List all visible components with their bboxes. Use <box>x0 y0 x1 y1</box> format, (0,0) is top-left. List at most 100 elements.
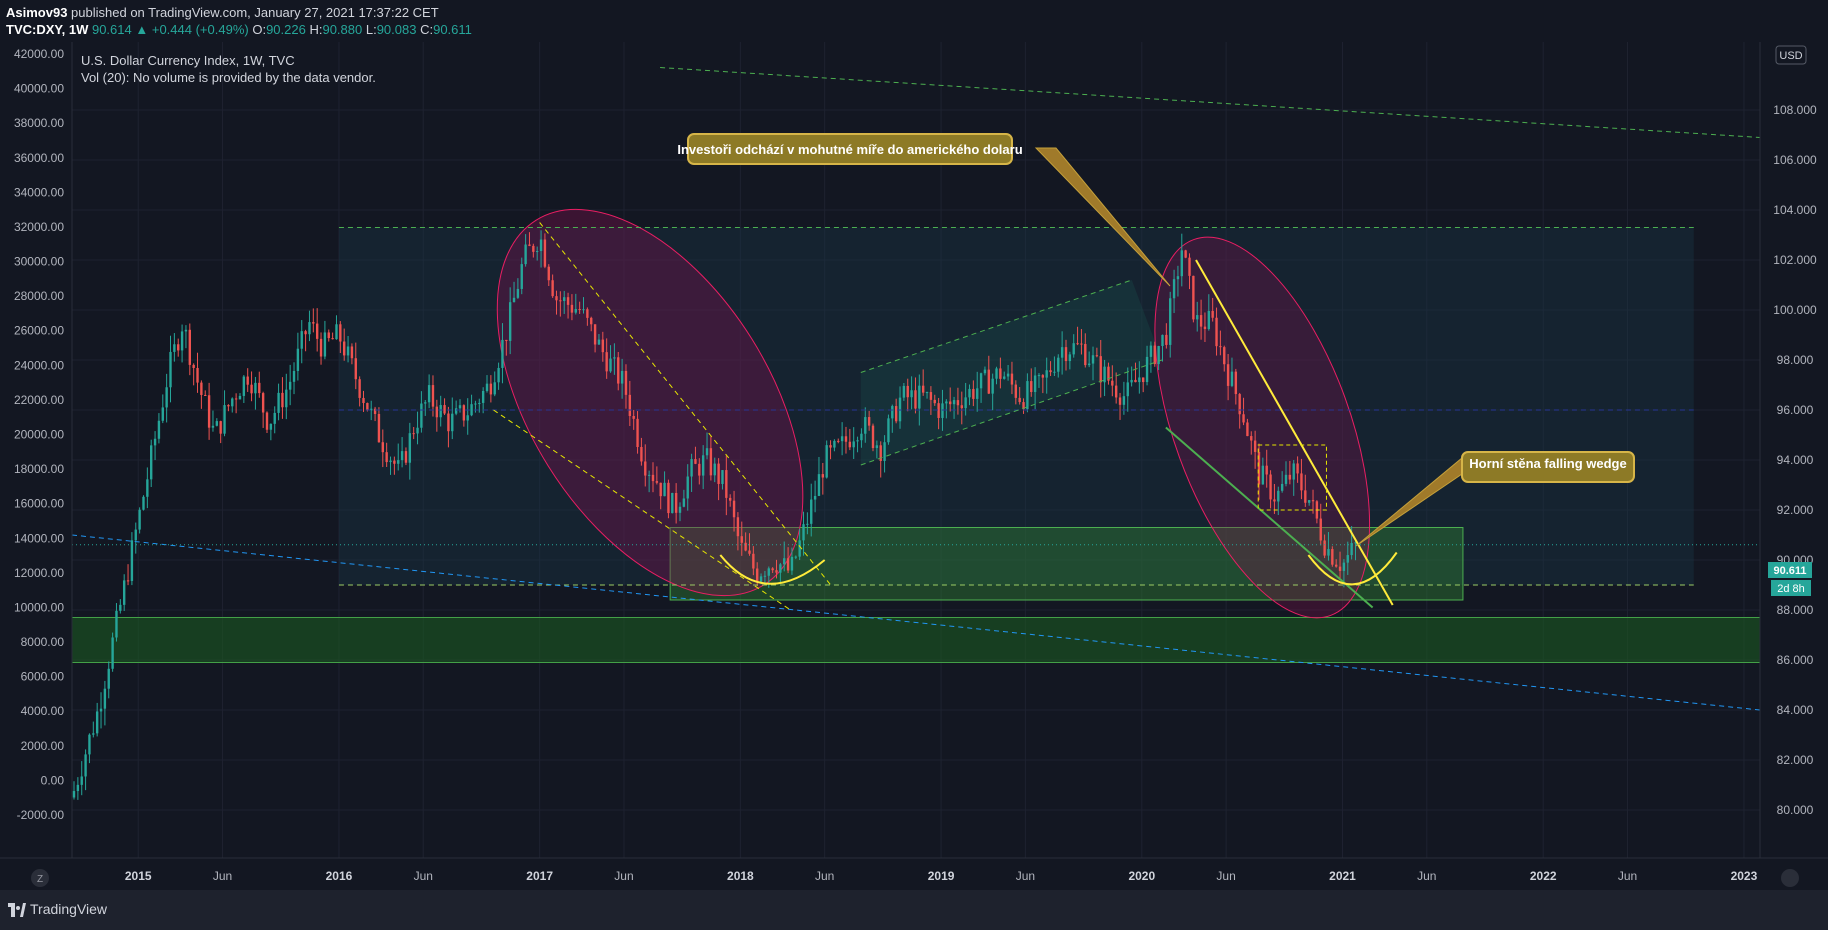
price-badge-bg <box>1768 562 1812 578</box>
candle-body <box>354 358 357 380</box>
candle-body <box>227 405 230 407</box>
candle-body <box>617 357 620 384</box>
candle-body <box>902 385 906 398</box>
left-axis-tick-label: 18000.00 <box>14 462 64 476</box>
candle-body <box>848 441 852 448</box>
callout-investors-text: Investoři odchází v mohutné míře do amer… <box>677 142 1022 157</box>
candle-body <box>945 401 948 404</box>
candle-body <box>728 497 732 501</box>
candle-body <box>1026 381 1029 410</box>
candle-body <box>397 460 400 464</box>
legend-volume: Vol (20): No volume is provided by the d… <box>81 70 376 85</box>
candle-body <box>613 357 616 359</box>
candle-body <box>879 445 882 461</box>
candle-body <box>528 244 531 246</box>
candle-body <box>1350 542 1353 556</box>
wedge-2020-upper <box>1195 259 1394 606</box>
candle-body <box>1153 345 1156 365</box>
right-axis-tick-label: 98.000 <box>1777 353 1814 367</box>
price-badge-value: 90.611 <box>1773 565 1806 577</box>
candle-body <box>829 445 832 448</box>
candle-body <box>497 367 500 383</box>
candle-body <box>775 570 778 573</box>
candle-body <box>126 580 130 582</box>
candle-body <box>1234 371 1238 395</box>
candle-body <box>1141 377 1145 383</box>
candle-body <box>1010 373 1014 385</box>
open-label: O: <box>252 22 267 37</box>
candle-body <box>1169 298 1172 345</box>
settings-button[interactable] <box>1781 869 1799 887</box>
candle-body <box>1126 382 1129 397</box>
candle-body <box>578 309 581 311</box>
candle-body <box>1114 385 1118 398</box>
candle-body <box>999 368 1002 379</box>
candle-body <box>1292 463 1295 480</box>
chart-frame[interactable]: 80.000 82.000 84.000 86.000 88.000 90.000 92.0… <box>0 40 1828 890</box>
candle-body <box>1242 414 1245 423</box>
candle-body <box>1033 375 1037 393</box>
candle-body <box>211 425 215 428</box>
candle-body <box>1003 376 1006 379</box>
low-label: L: <box>365 22 377 37</box>
zoom-icon[interactable] <box>31 869 49 887</box>
time-axis-tick-label: Jun <box>213 869 232 883</box>
right-axis-tick-label: 94.000 <box>1777 453 1814 467</box>
candle-body <box>910 390 913 398</box>
candle-body <box>628 394 632 416</box>
range-box <box>338 227 1694 585</box>
candle-body <box>640 447 643 462</box>
channel-upper <box>860 279 1132 373</box>
left-axis-tick-label: 14000.00 <box>14 531 64 545</box>
candle-body <box>451 413 454 432</box>
candle-body <box>1192 275 1195 320</box>
candle-body <box>1319 518 1322 541</box>
candle-body <box>632 415 635 419</box>
candle-body <box>960 405 963 409</box>
candle-body <box>794 556 798 558</box>
candle-body <box>323 332 327 357</box>
candle-body <box>400 451 404 461</box>
candle-body <box>1253 440 1257 452</box>
candle-body <box>1199 315 1203 327</box>
currency-selector[interactable]: USD <box>1775 45 1807 65</box>
candle-body <box>331 338 334 340</box>
time-axis-tick-label: 2019 <box>928 869 955 883</box>
candle-body <box>138 509 141 530</box>
lower-support-zone <box>71 617 1761 663</box>
time-axis-tick-label: 2021 <box>1329 869 1356 883</box>
callout-wedge[interactable]: Horní stěna falling wedge <box>1355 451 1635 547</box>
tradingview-logo[interactable]: TradingView <box>8 901 108 918</box>
author-name[interactable]: Asimov93 <box>6 5 68 20</box>
candle-body <box>470 404 473 416</box>
candle-body <box>1219 346 1222 348</box>
zoom-button[interactable]: Z <box>31 869 49 887</box>
candle-body <box>1296 463 1299 474</box>
left-axis-tick-label: 10000.00 <box>14 600 64 614</box>
tradingview-brand: TradingView <box>30 901 108 917</box>
candle-body <box>991 378 994 394</box>
currency-box <box>1775 45 1807 65</box>
gear-icon[interactable] <box>1781 869 1799 887</box>
price-chart[interactable]: 80.00082.00084.00086.00088.00090.00092.0… <box>0 40 1828 890</box>
time-axis-tick-label: 2015 <box>125 869 152 883</box>
candle-body <box>593 324 597 345</box>
candle-body <box>1157 346 1160 365</box>
left-axis-tick-label: 22000.00 <box>14 393 64 407</box>
candle-body <box>601 339 605 353</box>
candle-body <box>891 406 894 419</box>
candle-body <box>671 492 674 514</box>
candle-body <box>1300 473 1303 491</box>
candle-body <box>481 390 485 403</box>
candle-body <box>288 381 292 390</box>
upper-green-trendline <box>660 67 1761 138</box>
time-axis-tick-label: Jun <box>414 869 433 883</box>
candle-body <box>875 445 879 449</box>
candle-body <box>501 339 504 368</box>
candle-body <box>659 482 662 497</box>
candle-body <box>420 403 423 428</box>
candle-body <box>343 341 346 356</box>
countdown-badge-value: 2d 8h <box>1777 583 1805 595</box>
time-axis-tick-label: 2020 <box>1128 869 1155 883</box>
callout-investors[interactable]: Investoři odchází v mohutné míře do amer… <box>677 133 1171 287</box>
